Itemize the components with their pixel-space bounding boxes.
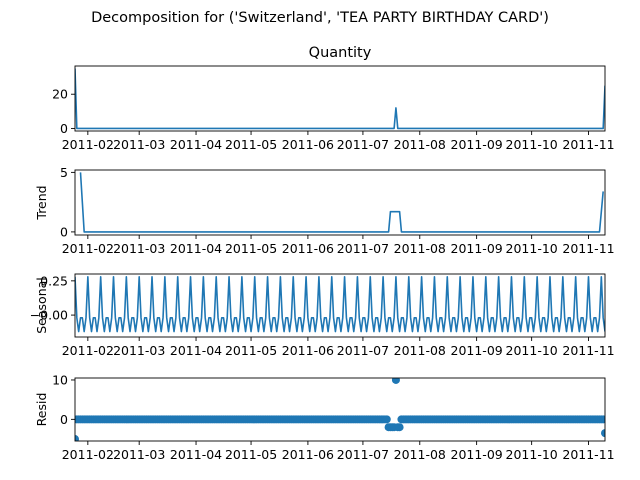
resid-xtick-label: 2011-02: [62, 447, 114, 462]
resid-xtick-label: 2011-10: [506, 447, 558, 462]
resid-xtick-label: 2011-11: [562, 447, 614, 462]
observed-series-line: [75, 68, 605, 130]
seasonal-xtick-label: 2011-06: [282, 343, 334, 358]
resid-xtick-label: 2011-06: [282, 447, 334, 462]
observed-xtick-label: 2011-10: [506, 137, 558, 152]
resid-point: [601, 429, 605, 438]
observed-xtick-label: 2011-02: [62, 137, 114, 152]
seasonal-panel: 0.25 −0.00 2011-02 2011-03 2011-04 2011-05 201…: [30, 273, 615, 358]
observed-ytick-label: 0: [60, 121, 68, 136]
seasonal-xtick-label: 2011-02: [62, 343, 114, 358]
observed-xtick-label: 2011-09: [451, 137, 503, 152]
resid-point: [395, 423, 404, 432]
trend-series-line: [79, 172, 604, 233]
resid-ytick-label: 0: [60, 412, 68, 427]
resid-point: [382, 415, 391, 424]
observed-xtick-label: 2011-08: [394, 137, 446, 152]
seasonal-ytick-label: −0.00: [30, 308, 68, 323]
trend-xtick-label: 2011-04: [170, 241, 222, 256]
observed-xtick-label: 2011-04: [170, 137, 222, 152]
resid-xtick-label: 2011-07: [337, 447, 389, 462]
trend-ytick-label: 5: [60, 165, 68, 180]
observed-axes-frame: [74, 65, 606, 132]
resid-point: [391, 378, 400, 384]
seasonal-axes-frame: [74, 273, 606, 338]
resid-xtick-label: 2011-08: [394, 447, 446, 462]
resid-xtick-label: 2011-04: [170, 447, 222, 462]
seasonal-xtick-label: 2011-07: [337, 343, 389, 358]
observed-xtick-label: 2011-05: [225, 137, 277, 152]
seasonal-series-line: [75, 275, 605, 333]
trend-xtick-label: 2011-10: [506, 241, 558, 256]
resid-axes-frame: [74, 377, 606, 442]
observed-xtick-label: 2011-07: [337, 137, 389, 152]
resid-xtick-label: 2011-03: [113, 447, 165, 462]
resid-ytick-label: 10: [52, 372, 68, 387]
resid-point: [599, 415, 605, 424]
seasonal-xtick-label: 2011-05: [225, 343, 277, 358]
seasonal-xtick-label: 2011-08: [394, 343, 446, 358]
seasonal-xtick-label: 2011-03: [113, 343, 165, 358]
seasonal-xtick-label: 2011-04: [170, 343, 222, 358]
trend-xtick-label: 2011-05: [225, 241, 277, 256]
resid-point: [75, 435, 79, 441]
trend-xtick-label: 2011-09: [451, 241, 503, 256]
seasonal-xtick-label: 2011-10: [506, 343, 558, 358]
resid-ylabel: Resid: [34, 393, 49, 427]
trend-xtick-label: 2011-06: [282, 241, 334, 256]
seasonal-ytick-label: 0.25: [40, 273, 68, 288]
seasonal-xtick-label: 2011-09: [451, 343, 503, 358]
figure-suptitle: Decomposition for ('Switzerland', 'TEA P…: [91, 10, 549, 26]
observed-ytick-label: 20: [52, 87, 68, 102]
trend-xtick-label: 2011-07: [337, 241, 389, 256]
resid-xtick-label: 2011-05: [225, 447, 277, 462]
trend-ytick-label: 0: [60, 224, 68, 239]
trend-axes-frame: [74, 169, 606, 236]
seasonal-xtick-label: 2011-11: [562, 343, 614, 358]
trend-xtick-label: 2011-11: [562, 241, 614, 256]
seasonal-ylabel: Seasonal: [34, 277, 49, 334]
trend-ylabel: Trend: [34, 185, 49, 220]
trend-xtick-label: 2011-02: [62, 241, 114, 256]
trend-xtick-label: 2011-08: [394, 241, 446, 256]
observed-panel-title: Quantity: [309, 45, 372, 61]
resid-points: [75, 378, 605, 441]
observed-xtick-label: 2011-11: [562, 137, 614, 152]
observed-xtick-label: 2011-03: [113, 137, 165, 152]
resid-xtick-label: 2011-09: [451, 447, 503, 462]
trend-xtick-label: 2011-03: [113, 241, 165, 256]
observed-xtick-label: 2011-06: [282, 137, 334, 152]
